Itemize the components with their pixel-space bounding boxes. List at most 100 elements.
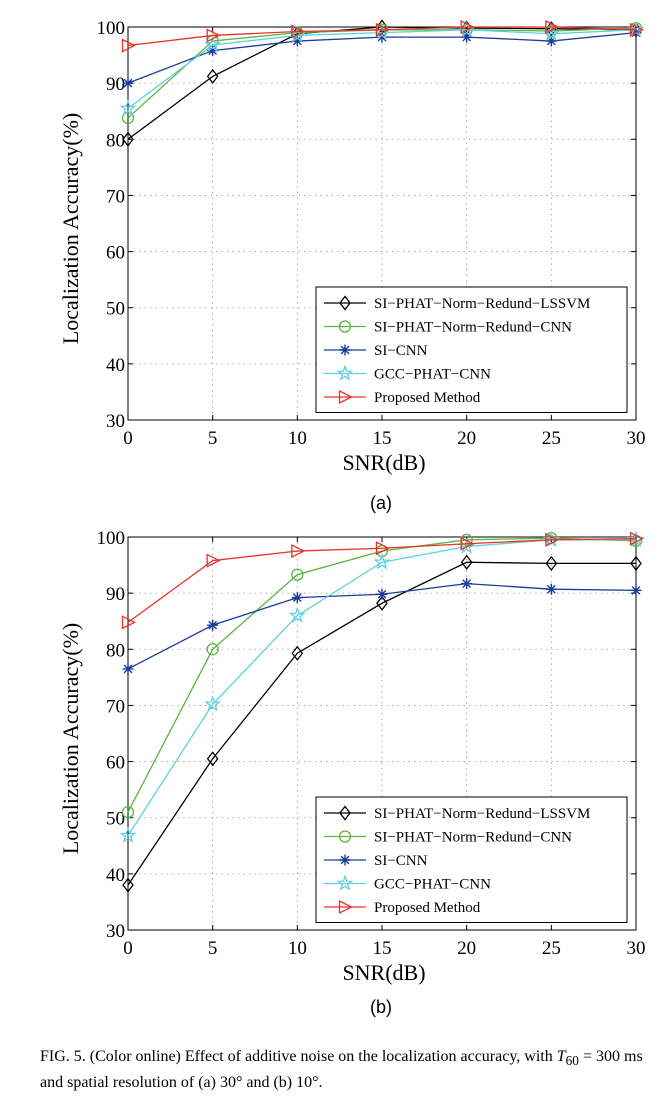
data-point	[291, 592, 303, 604]
x-tick-label: 0	[123, 938, 133, 959]
legend-label: GCC−PHAT−CNN	[374, 877, 491, 893]
data-point	[206, 68, 219, 84]
y-tick-label: 40	[106, 865, 125, 886]
legend-label: SI−PHAT−Norm−Redund−LSSVM	[374, 296, 590, 312]
y-tick-label: 90	[106, 584, 125, 605]
data-point	[461, 578, 473, 590]
x-tick-label: 25	[542, 938, 561, 959]
legend-marker	[339, 344, 351, 356]
caption-prefix: FIG. 5. (Color online) Effect of additiv…	[40, 1048, 557, 1065]
y-tick-label: 50	[106, 299, 125, 320]
y-tick-label: 60	[106, 243, 125, 264]
data-point	[207, 45, 219, 57]
legend-label: SI−PHAT−Norm−Redund−LSSVM	[374, 806, 590, 822]
caption-suffix: = 300 ms and spatial resolution of (a) 3…	[40, 1048, 643, 1092]
data-point	[121, 38, 136, 53]
y-tick-label: 90	[106, 74, 125, 95]
data-point	[121, 805, 135, 819]
data-point	[122, 877, 134, 893]
panel-label: (b)	[370, 997, 392, 1017]
data-point	[291, 543, 306, 559]
data-point	[121, 615, 136, 630]
legend-marker	[339, 295, 351, 311]
y-tick-label: 40	[106, 355, 125, 376]
legend-box	[315, 796, 628, 923]
y-tick-label: 30	[106, 411, 125, 432]
y-tick-label: 80	[106, 130, 125, 151]
data-point	[376, 595, 388, 611]
series-line	[127, 538, 637, 623]
data-point	[204, 35, 222, 53]
legend-label: Proposed Method	[374, 900, 481, 916]
legend-label: Proposed Method	[374, 390, 481, 406]
data-point	[291, 35, 303, 47]
series-line	[127, 561, 636, 886]
data-point	[291, 24, 306, 39]
legend-marker	[338, 389, 353, 405]
x-tick-label: 5	[208, 938, 218, 959]
x-tick-label: 25	[542, 428, 561, 449]
chart-panel-a: 0 5 10 15 20 25 30 30 40 50 60 70 80 90 100 SNR(dB) Loca…	[58, 18, 646, 513]
x-tick-label: 30	[627, 938, 646, 959]
data-point	[206, 28, 221, 43]
x-tick-label: 30	[627, 428, 646, 449]
caption-t-symbol: T	[556, 1048, 566, 1065]
x-tick-label: 20	[457, 428, 476, 449]
legend: SI−PHAT−Norm−Redund−LSSVM SI−PHAT−Norm−Re…	[315, 286, 628, 413]
y-tick-label: 60	[106, 753, 125, 774]
legend-marker	[339, 805, 351, 821]
data-point	[122, 131, 134, 147]
data-point	[460, 19, 475, 35]
y-tick-label: 30	[106, 921, 125, 942]
data-point	[206, 643, 219, 656]
figure-caption: FIG. 5. (Color online) Effect of additiv…	[40, 1046, 655, 1094]
caption-t-subscript: 60	[565, 1053, 579, 1069]
data-point	[291, 645, 304, 661]
x-tick-label: 20	[457, 938, 476, 959]
data-point	[119, 99, 137, 116]
legend: SI−PHAT−Norm−Redund−LSSVM SI−PHAT−Norm−Re…	[315, 796, 628, 923]
data-point	[291, 568, 304, 581]
data-point	[204, 695, 222, 712]
legend-marker	[336, 364, 354, 381]
legend-marker	[336, 874, 354, 891]
legend-marker	[339, 854, 351, 866]
x-tick-label: 10	[288, 428, 307, 449]
y-axis-label: Localization Accuracy(%)	[58, 113, 83, 344]
data-point	[376, 31, 388, 43]
series-0	[122, 554, 642, 893]
data-point	[122, 663, 134, 675]
legend-marker	[338, 320, 352, 333]
legend-marker	[338, 830, 352, 843]
x-tick-label: 15	[373, 938, 392, 959]
data-point	[207, 619, 219, 631]
series-2	[122, 578, 642, 675]
data-point	[629, 22, 644, 37]
legend-marker	[338, 899, 353, 915]
data-point	[545, 19, 560, 35]
data-point	[630, 584, 642, 596]
x-axis-label: SNR(dB)	[342, 960, 425, 985]
data-point	[545, 583, 557, 595]
series-4	[121, 19, 644, 53]
data-point	[373, 553, 391, 570]
data-point	[545, 532, 560, 547]
data-point	[119, 826, 137, 843]
data-point	[629, 531, 644, 546]
legend-label: SI−CNN	[374, 853, 428, 869]
data-point	[376, 588, 388, 600]
data-point	[375, 541, 390, 556]
data-point	[630, 555, 642, 571]
y-tick-label: 100	[97, 528, 126, 549]
figure-canvas: 0 5 10 15 20 25 30 30 40 50 60 70 80 90 100 SNR(dB) Loca…	[58, 18, 646, 1017]
data-point	[460, 536, 475, 551]
legend-label: SI−CNN	[374, 343, 428, 359]
y-tick-label: 50	[106, 809, 125, 830]
y-tick-label: 70	[106, 186, 125, 207]
x-tick-label: 0	[123, 428, 133, 449]
y-tick-label: 100	[97, 18, 126, 39]
series-4	[121, 531, 644, 630]
legend-label: SI−PHAT−Norm−Redund−CNN	[374, 320, 572, 336]
series-line	[127, 26, 637, 47]
data-point	[122, 77, 134, 89]
